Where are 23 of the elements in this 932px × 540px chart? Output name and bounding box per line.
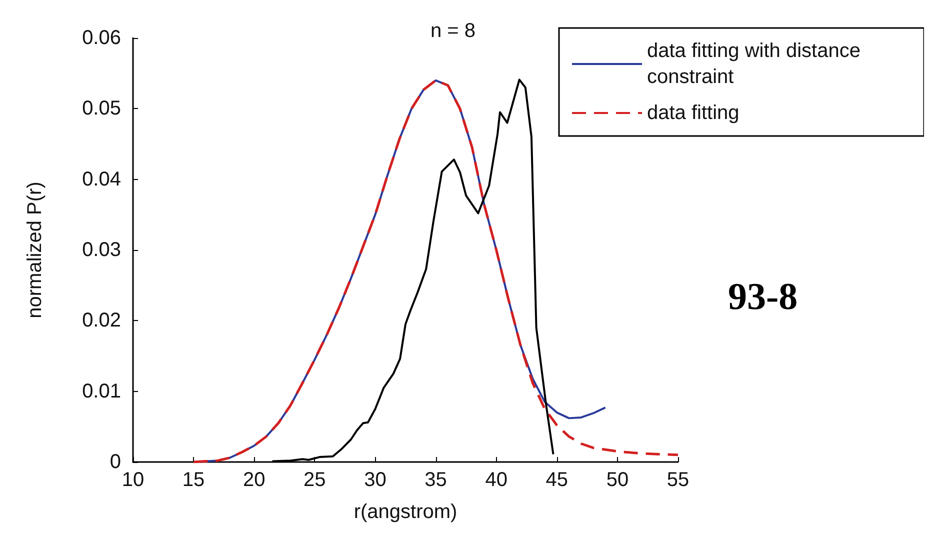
- x-tick-label: 45: [546, 469, 568, 491]
- y-tick-label: 0.05: [82, 98, 121, 120]
- x-tick-label: 55: [666, 469, 690, 491]
- y-tick-label: 0.02: [82, 310, 121, 332]
- y-tick-label: 0.03: [82, 239, 121, 261]
- y-tick-label: 0.04: [82, 168, 121, 190]
- x-tick-label: 15: [182, 469, 205, 491]
- x-tick-label: 50: [606, 469, 629, 491]
- x-tick-label: 40: [485, 469, 508, 491]
- x-axis-title: r(angstrom): [354, 501, 458, 523]
- chart-title: n = 8: [430, 20, 476, 42]
- legend-label: data fitting: [647, 102, 740, 124]
- text: 93-8: [728, 276, 798, 318]
- y-tick-label: 0: [110, 451, 121, 473]
- x-tick-label: 30: [364, 469, 386, 491]
- x-tick-label: 35: [424, 469, 447, 491]
- x-tick-label: 25: [304, 469, 326, 491]
- y-tick-label: 0.06: [82, 27, 121, 49]
- x-tick-label: 20: [242, 469, 266, 491]
- y-tick-label: 0.01: [82, 380, 121, 402]
- y-axis-title: normalized P(r): [24, 182, 46, 318]
- legend-label: data fitting with distance constraint: [647, 40, 866, 88]
- x-tick-label: 10: [122, 469, 144, 491]
